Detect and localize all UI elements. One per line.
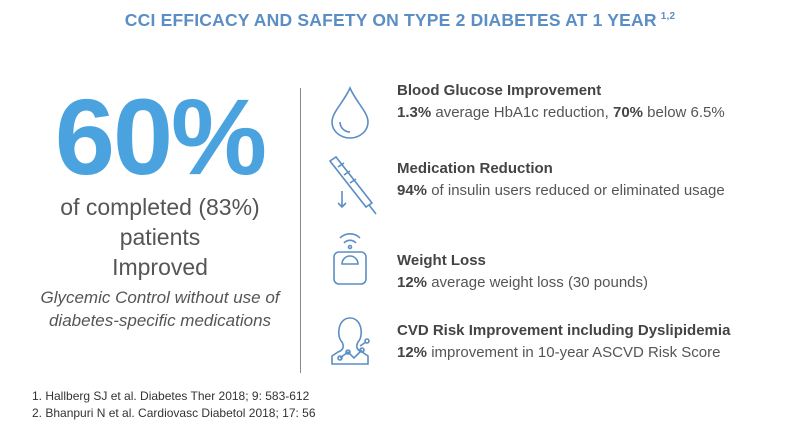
item-description: 1.3% average HbA1c reduction, 70% below … xyxy=(397,102,742,124)
highlight: 70% xyxy=(612,104,644,121)
item-title: Weight Loss xyxy=(397,252,486,269)
highlight: 1.3% xyxy=(397,104,432,121)
title-ref: 1,2 xyxy=(660,11,676,23)
item-title: Blood Glucose Improvement xyxy=(397,82,602,99)
drop-icon xyxy=(331,85,369,139)
description-text: average weight loss (30 pounds) xyxy=(427,274,648,291)
item: Medication Reduction 94% of insulin users… xyxy=(397,158,742,202)
summary-note: Glycemic Control without use of diabetes… xyxy=(40,288,280,330)
footnote: 2. Bhanpuri N et al. Cardiovasc Diabetol… xyxy=(32,406,316,420)
description-text: average HbA1c reduction, xyxy=(431,104,613,121)
summary-line: Improved xyxy=(112,254,208,280)
description-text: of insulin users reduced or eliminated u… xyxy=(427,182,725,199)
description-text: improvement in 10-year ASCVD Risk Score xyxy=(427,344,721,361)
scale-icon xyxy=(333,233,367,285)
footnote: 1. Hallberg SJ et al. Diabetes Ther 2018… xyxy=(32,389,310,403)
summary: 60% of completed (83%) patients Improved G… xyxy=(20,82,300,332)
item-description: 12% improvement in 10-year ASCVD Risk Sc… xyxy=(397,342,742,364)
item-description: 94% of insulin users reduced or eliminat… xyxy=(397,180,742,202)
item-title: Medication Reduction xyxy=(397,160,553,177)
description-text: below 6.5% xyxy=(643,104,725,121)
highlight: 94% xyxy=(397,182,428,199)
title: CCI EFFICACY AND SAFETY ON TYPE 2 DIABET… xyxy=(0,10,800,31)
highlight: 12% xyxy=(397,274,428,291)
divider xyxy=(300,88,301,373)
item-title: CVD Risk Improvement including Dyslipide… xyxy=(397,322,731,339)
summary-line: patients xyxy=(119,224,201,250)
highlight: 12% xyxy=(397,344,428,361)
footnotes: 1. Hallberg SJ et al. Diabetes Ther 2018… xyxy=(32,388,316,422)
item-description: 12% average weight loss (30 pounds) xyxy=(397,272,742,294)
syringe-icon xyxy=(328,155,377,215)
item: Weight Loss 12% average weight loss (30 p… xyxy=(397,250,742,294)
summary-lines: of completed (83%) patients Improved xyxy=(20,192,300,282)
summary-line: of completed (83%) xyxy=(60,194,260,220)
big-stat: 60% xyxy=(54,76,267,197)
title-text: CCI EFFICACY AND SAFETY ON TYPE 2 DIABET… xyxy=(124,10,657,30)
item: Blood Glucose Improvement 1.3% average Hb… xyxy=(397,80,742,124)
item: CVD Risk Improvement including Dyslipide… xyxy=(397,320,742,364)
body-icon xyxy=(331,317,370,365)
